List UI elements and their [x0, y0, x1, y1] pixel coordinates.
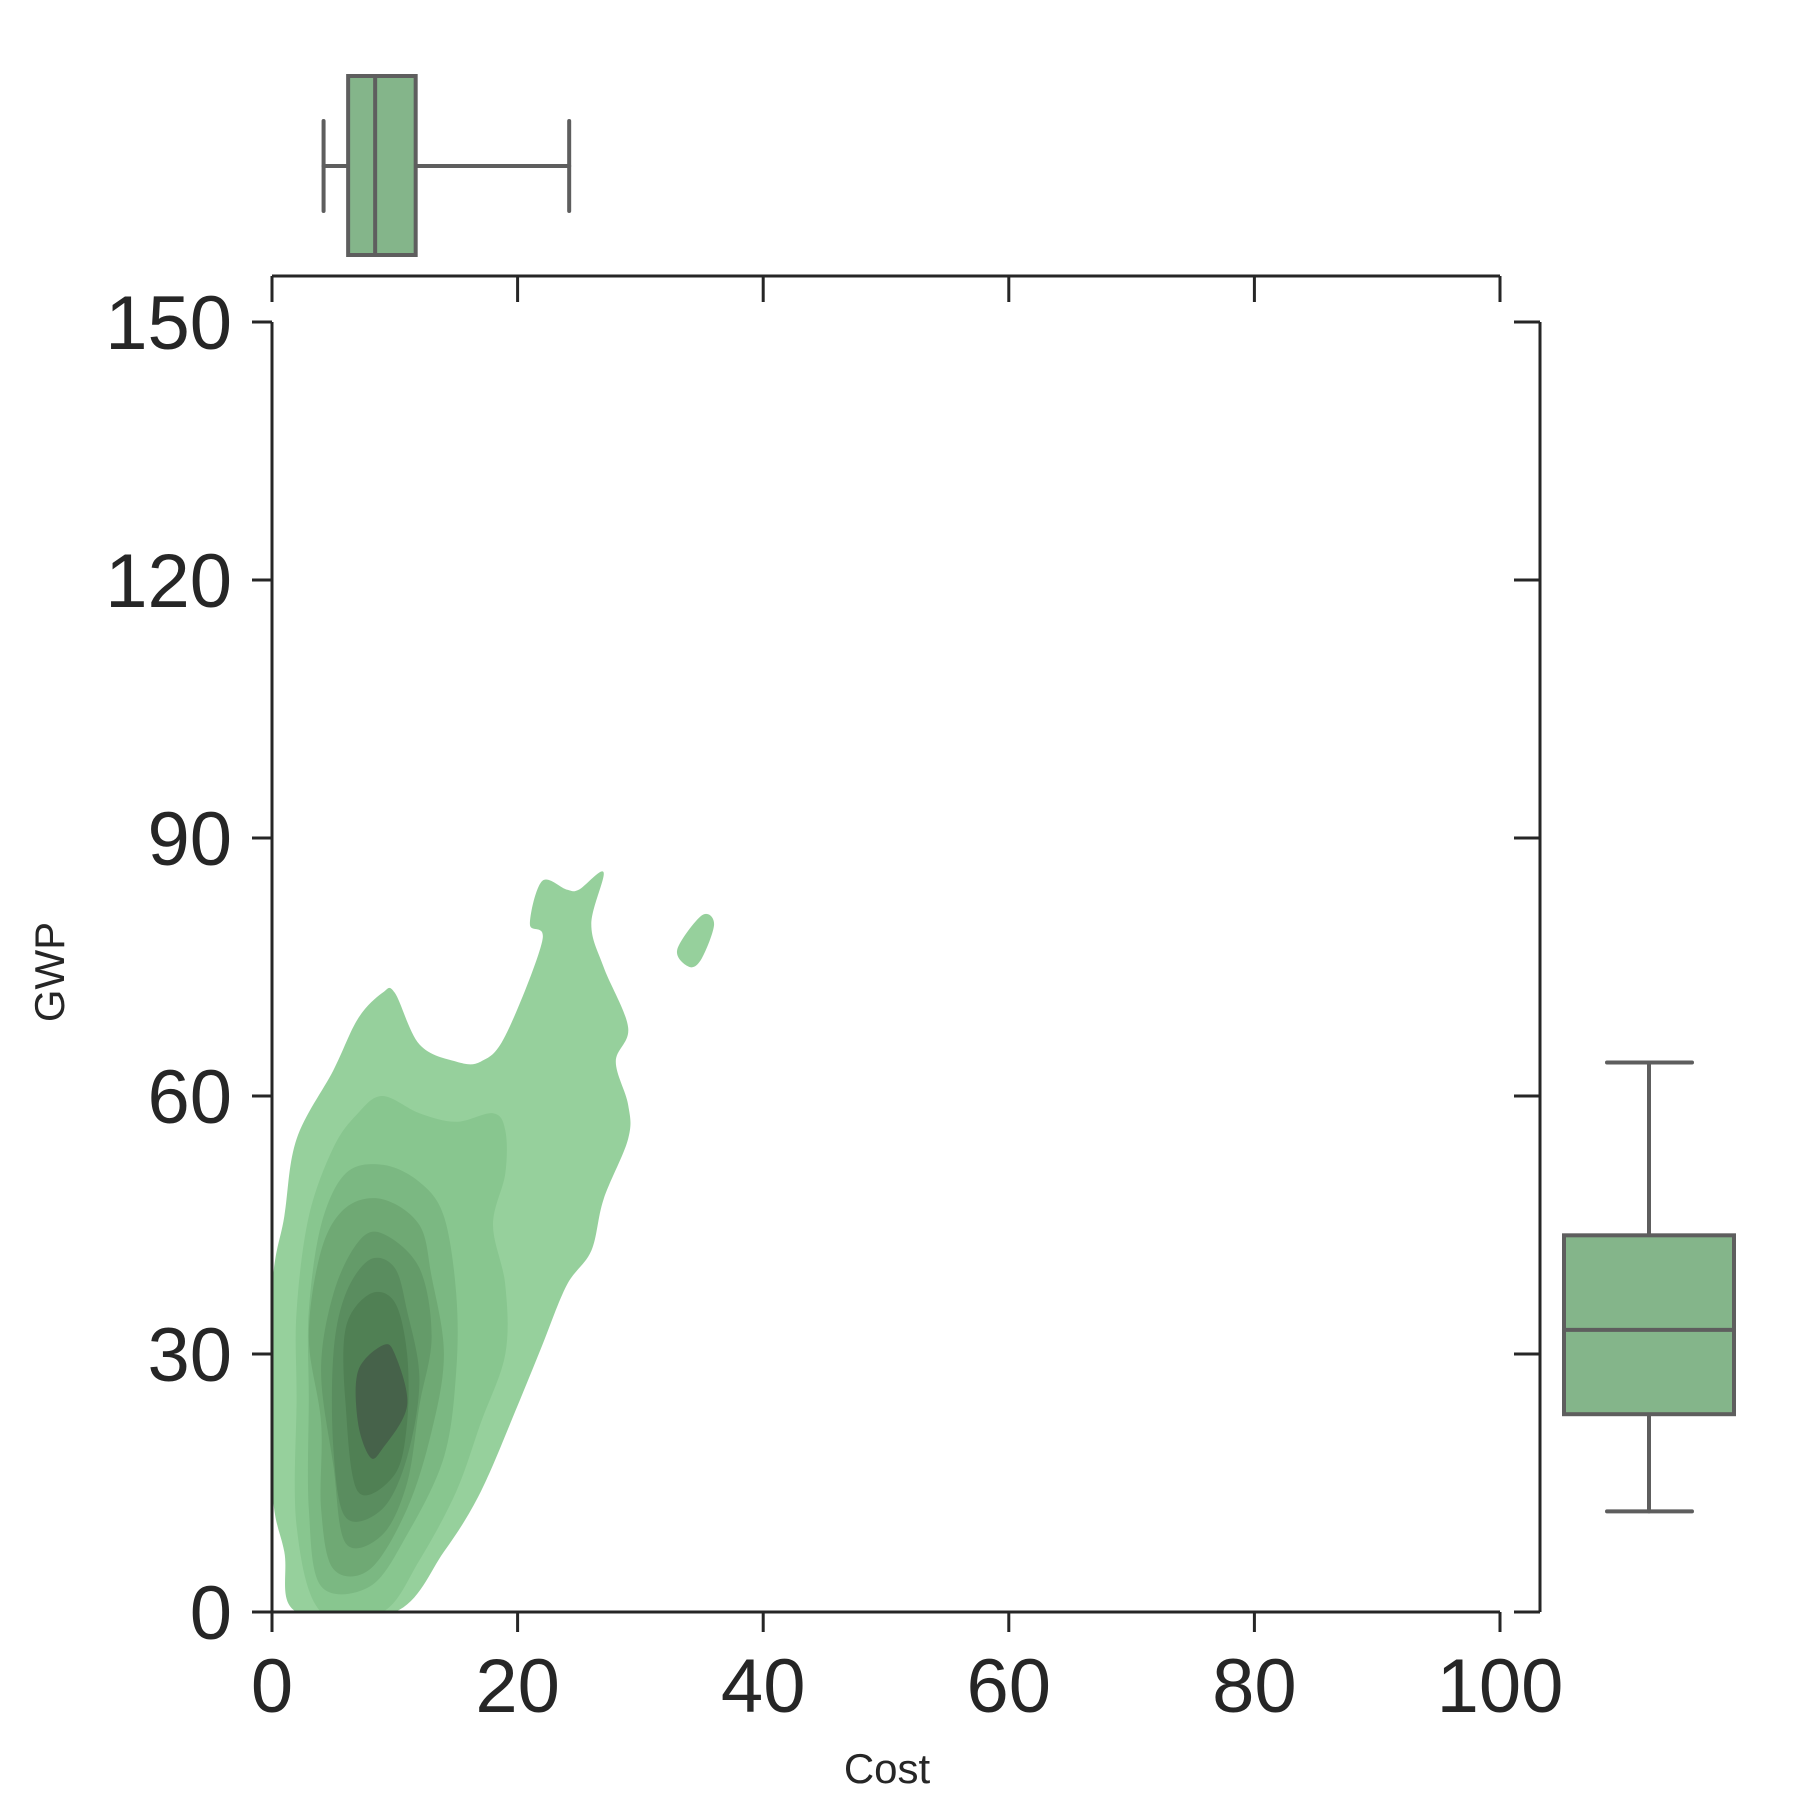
x-tick-label: 20: [475, 1644, 560, 1729]
x-tick-label: 80: [1212, 1644, 1297, 1729]
kde-contour-level-8: [355, 1344, 408, 1459]
y-tick-label: 150: [105, 281, 232, 366]
kde-contour-level-1: [676, 913, 715, 968]
kde-contour-group: [272, 871, 715, 1612]
y-tick-label: 0: [190, 1571, 232, 1656]
y-tick-label: 90: [147, 797, 232, 882]
y-axis-label: GWP: [26, 922, 73, 1022]
x-tick-label: 60: [967, 1644, 1052, 1729]
x-axis-label: Cost: [844, 1745, 931, 1792]
y-marginal-boxplot: [1562, 1060, 1736, 1514]
x-box-body: [346, 74, 418, 257]
main-axes: 0 20 40 60 80 100 0 30 60 90 120 150: [105, 274, 1564, 1729]
y-tick-label: 120: [105, 539, 232, 624]
x-tick-label: 0: [251, 1644, 293, 1729]
x-tick-label: 40: [721, 1644, 806, 1729]
y-box-body: [1562, 1233, 1736, 1417]
x-marginal-boxplot: [321, 74, 572, 257]
y-tick-label: 30: [147, 1313, 232, 1398]
x-tick-label: 100: [1437, 1644, 1564, 1729]
y-tick-label: 60: [147, 1055, 232, 1140]
